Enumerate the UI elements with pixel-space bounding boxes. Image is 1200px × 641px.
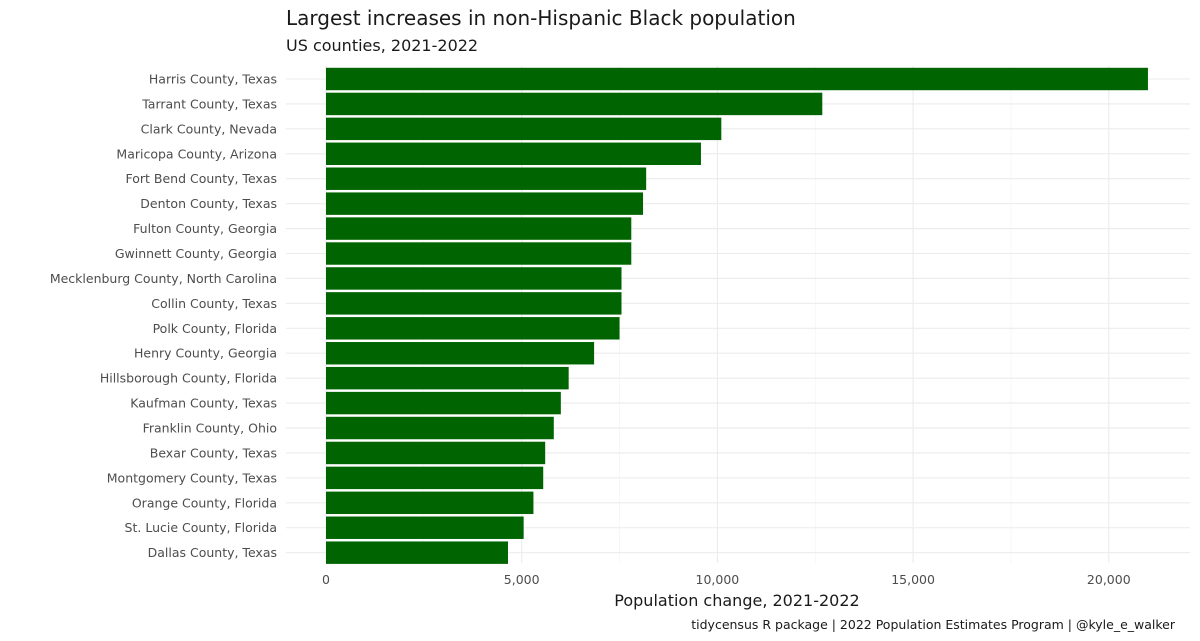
category-label: Polk County, Florida	[153, 321, 277, 336]
category-label: Fort Bend County, Texas	[125, 171, 277, 186]
chart-caption: tidycensus R package | 2022 Population E…	[691, 617, 1176, 632]
bar	[326, 441, 546, 465]
bar	[326, 167, 647, 190]
bar	[326, 192, 644, 215]
x-tick-label: 15,000	[891, 572, 935, 587]
x-tick-labels: 0 5,000 10,000 15,000 20,000	[322, 572, 1131, 587]
bar	[326, 466, 544, 490]
category-label: St. Lucie County, Florida	[125, 520, 277, 535]
bar	[326, 391, 561, 415]
category-label: Mecklenburg County, North Carolina	[50, 271, 277, 286]
x-axis-title: Population change, 2021-2022	[614, 591, 859, 610]
x-tick-label: 5,000	[504, 572, 540, 587]
chart-title: Largest increases in non-Hispanic Black …	[286, 6, 796, 30]
bar	[326, 541, 509, 564]
category-label: Clark County, Nevada	[141, 121, 277, 136]
bars-group	[326, 67, 1148, 564]
category-labels: Harris County, Texas Tarrant County, Texa…	[50, 72, 277, 561]
category-label: Gwinnett County, Georgia	[115, 246, 277, 261]
bar	[326, 117, 722, 141]
bar	[326, 217, 632, 240]
category-label: Denton County, Texas	[140, 196, 277, 211]
bar	[326, 267, 622, 290]
category-label: Bexar County, Texas	[150, 445, 277, 460]
category-label: Fulton County, Georgia	[133, 221, 277, 236]
category-label: Henry County, Georgia	[134, 346, 277, 361]
bar	[326, 317, 620, 340]
category-label: Dallas County, Texas	[148, 545, 277, 560]
bar	[326, 516, 524, 539]
category-label: Tarrant County, Texas	[141, 96, 277, 111]
x-tick-label: 10,000	[696, 572, 740, 587]
bar	[326, 416, 554, 440]
x-tick-label: 20,000	[1087, 572, 1131, 587]
bar	[326, 491, 534, 515]
category-label: Harris County, Texas	[149, 72, 277, 87]
category-label: Montgomery County, Texas	[107, 470, 277, 485]
chart-subtitle: US counties, 2021-2022	[286, 36, 478, 55]
bar	[326, 342, 595, 365]
bar	[326, 92, 823, 116]
category-label: Hillsborough County, Florida	[100, 371, 277, 386]
category-label: Collin County, Texas	[151, 296, 277, 311]
category-label: Orange County, Florida	[132, 495, 277, 510]
category-label: Franklin County, Ohio	[143, 421, 277, 436]
category-label: Kaufman County, Texas	[130, 396, 277, 411]
bar	[326, 242, 632, 265]
x-tick-label: 0	[322, 572, 330, 587]
category-label: Maricopa County, Arizona	[116, 146, 277, 161]
bar	[326, 67, 1148, 91]
bar	[326, 142, 701, 166]
bar	[326, 366, 569, 390]
bar	[326, 292, 622, 315]
